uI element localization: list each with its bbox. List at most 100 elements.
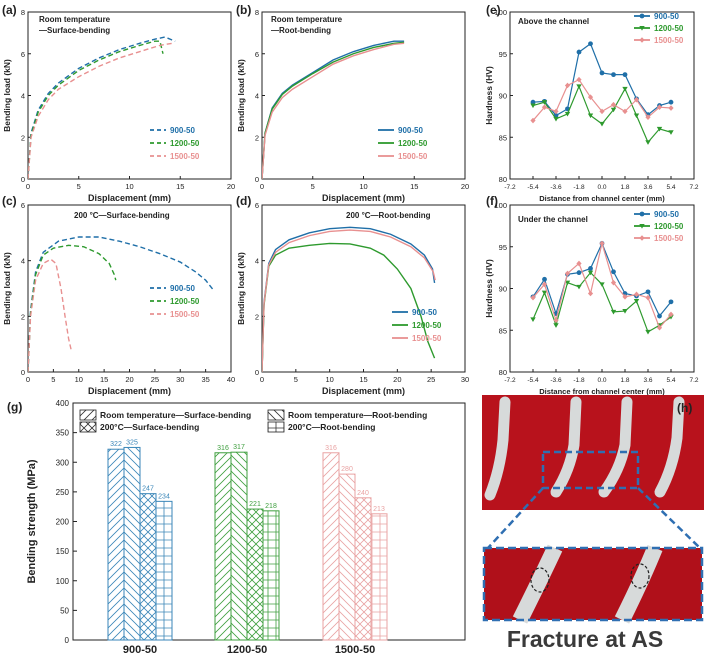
y-tick-label: 2 — [255, 312, 259, 321]
fracture-mark-2 — [630, 563, 650, 589]
legend-marker — [639, 224, 645, 229]
data-point — [657, 313, 662, 319]
panel-label-f: (f) — [486, 194, 498, 208]
bar-value-label: 213 — [373, 506, 385, 513]
category-label: 900-50 — [123, 644, 157, 656]
data-point — [610, 107, 617, 113]
annotation: —Surface-bending — [39, 26, 110, 35]
annotation: Room temperature — [39, 15, 111, 24]
x-tick-label: 0 — [26, 375, 30, 384]
legend-swatch — [267, 421, 285, 433]
panel-label-h: (h) — [677, 401, 692, 415]
data-point — [633, 291, 640, 298]
specimen-1 — [484, 396, 511, 501]
data-point — [668, 99, 674, 105]
y-tick-label: 100 — [56, 577, 70, 586]
series-line-900-50 — [262, 226, 436, 372]
y-tick-label: 8 — [21, 8, 25, 17]
legend-label: 1500-50 — [170, 152, 200, 161]
data-point — [564, 82, 571, 89]
data-point — [530, 317, 536, 322]
y-tick-label: 300 — [56, 458, 70, 467]
legend-label: 1200-50 — [412, 321, 442, 330]
y-tick-label: 90 — [499, 285, 507, 294]
bar — [370, 513, 388, 641]
series-line-1500-50 — [262, 229, 436, 372]
series-line-900-50 — [532, 42, 672, 117]
data-point — [668, 311, 674, 318]
legend-label: 900-50 — [170, 284, 195, 293]
specimen-3 — [598, 396, 633, 498]
category-label: 1200-50 — [227, 644, 267, 656]
y-tick-label: 150 — [56, 547, 70, 556]
data-point — [576, 260, 582, 267]
data-point — [564, 270, 571, 277]
y-tick-label: 4 — [255, 257, 259, 266]
y-tick-label: 6 — [255, 201, 259, 210]
legend-label: 900-50 — [412, 308, 437, 317]
y-tick-label: 4 — [21, 92, 25, 101]
data-point — [530, 99, 536, 105]
data-point — [645, 114, 651, 121]
series-group-b — [262, 40, 405, 179]
x-tick-label: -3.6 — [550, 184, 562, 191]
data-point — [610, 279, 617, 286]
x-axis-label: Displacement (mm) — [88, 386, 171, 396]
x-tick-label: 5 — [77, 182, 81, 191]
y-tick-label: 85 — [499, 133, 507, 142]
panel-label-d: (d) — [236, 194, 251, 208]
legend-label: 900-50 — [170, 126, 195, 135]
x-tick-label: 5 — [51, 375, 55, 384]
legend-label: Room temperature—Surface-bending — [100, 410, 251, 420]
data-point — [553, 317, 559, 324]
x-tick-label: 20 — [393, 375, 401, 384]
x-tick-label: 15 — [359, 375, 367, 384]
legend-label: 1500-50 — [170, 310, 200, 319]
legend-swatch — [79, 421, 97, 433]
photo-caption: Fracture at AS — [506, 626, 664, 652]
data-point — [599, 240, 605, 247]
panel-g: 0 50 100 150 200 250 300 350 400 Bending strength… — [7, 399, 466, 656]
x-tick-label: 5.4 — [666, 184, 675, 191]
series-line-1500-50 — [532, 78, 672, 121]
y-tick-label: 100 — [494, 8, 507, 17]
data-point — [611, 72, 616, 78]
panel-d: 0 5 10 15 20 25 30 0 2 4 6 Displacement (mm) Bending… — [236, 194, 469, 396]
x-tick-label: 15 — [410, 182, 418, 191]
panel-e: -7.2 -5.4 -3.6 -1.8 0.0 1.8 3.6 5.4 7.2 80 85 90 95 1… — [484, 3, 699, 203]
legend-label: 900-50 — [654, 12, 679, 21]
bar — [322, 452, 340, 641]
y-tick-label: 95 — [499, 50, 507, 59]
data-point — [645, 329, 651, 335]
bar — [246, 508, 264, 641]
y-tick-label: 80 — [499, 175, 507, 184]
data-point — [645, 289, 651, 295]
data-point — [599, 121, 605, 127]
y-tick-label: 80 — [499, 368, 507, 377]
data-point — [553, 116, 559, 122]
data-point — [576, 270, 582, 276]
legend-label: 1200-50 — [654, 222, 684, 231]
x-tick-label: -7.2 — [504, 377, 516, 384]
data-point — [656, 126, 663, 132]
panel-label-g: (g) — [7, 400, 22, 414]
x-tick-label: 30 — [176, 375, 184, 384]
x-tick-label: 25 — [151, 375, 159, 384]
x-tick-label: 30 — [461, 375, 469, 384]
x-tick-label: 3.6 — [643, 184, 652, 191]
data-point — [587, 290, 594, 297]
data-point — [587, 113, 594, 119]
x-tick-label: 10 — [125, 182, 133, 191]
bar — [139, 493, 157, 641]
y-tick-label: 0 — [21, 368, 25, 377]
series-line-1200-50 — [262, 242, 436, 372]
y-tick-label: 0 — [255, 368, 259, 377]
y-tick-label: 4 — [21, 257, 25, 266]
data-point — [645, 140, 651, 145]
x-tick-label: 15 — [100, 375, 108, 384]
data-point — [576, 76, 582, 83]
y-tick-label: 350 — [56, 429, 70, 438]
x-axis-label: Displacement (mm) — [88, 193, 171, 203]
x-tick-label: 15 — [176, 182, 184, 191]
data-point — [530, 117, 536, 124]
